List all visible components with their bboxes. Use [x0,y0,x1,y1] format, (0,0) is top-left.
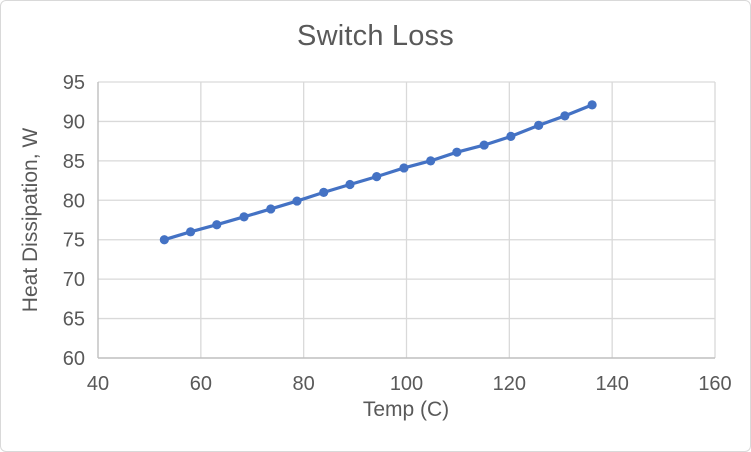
y-tick-label: 80 [63,190,85,212]
x-tick-label: 160 [698,373,731,395]
y-tick-label: 65 [63,309,85,331]
data-point-marker [185,227,196,237]
data-point-marker [587,100,597,110]
data-point-marker [452,147,462,157]
chart-title: Switch Loss [297,20,454,52]
y-tick-label: 85 [63,151,85,173]
data-point-marker [479,140,489,150]
data-point-marker [345,179,355,190]
data-point-marker [372,172,382,182]
data-point-marker [534,120,544,130]
x-tick-label: 120 [493,373,526,395]
data-point-marker [560,111,570,121]
data-point-marker [266,204,276,214]
data-point-marker [212,220,222,230]
y-tick-label: 60 [63,348,85,370]
x-tick-label: 100 [390,373,423,395]
y-tick-label: 95 [63,72,85,94]
data-point-marker [426,156,436,166]
data-point-marker [159,235,169,245]
data-point-marker [239,212,249,222]
x-tick-label: 60 [190,373,212,395]
data-point-marker [506,131,516,142]
series-line [162,103,594,242]
x-tick-label: 140 [595,373,628,395]
y-tick-label: 70 [63,269,85,291]
x-axis-title: Temp (C) [362,398,450,421]
data-point-marker [319,187,329,197]
x-tick-label: 40 [87,373,109,395]
y-tick-label: 90 [63,111,85,133]
y-tick-label: 75 [63,230,85,252]
data-point-marker [399,163,409,173]
x-tick-label: 80 [293,373,315,395]
data-point-marker [292,196,302,206]
